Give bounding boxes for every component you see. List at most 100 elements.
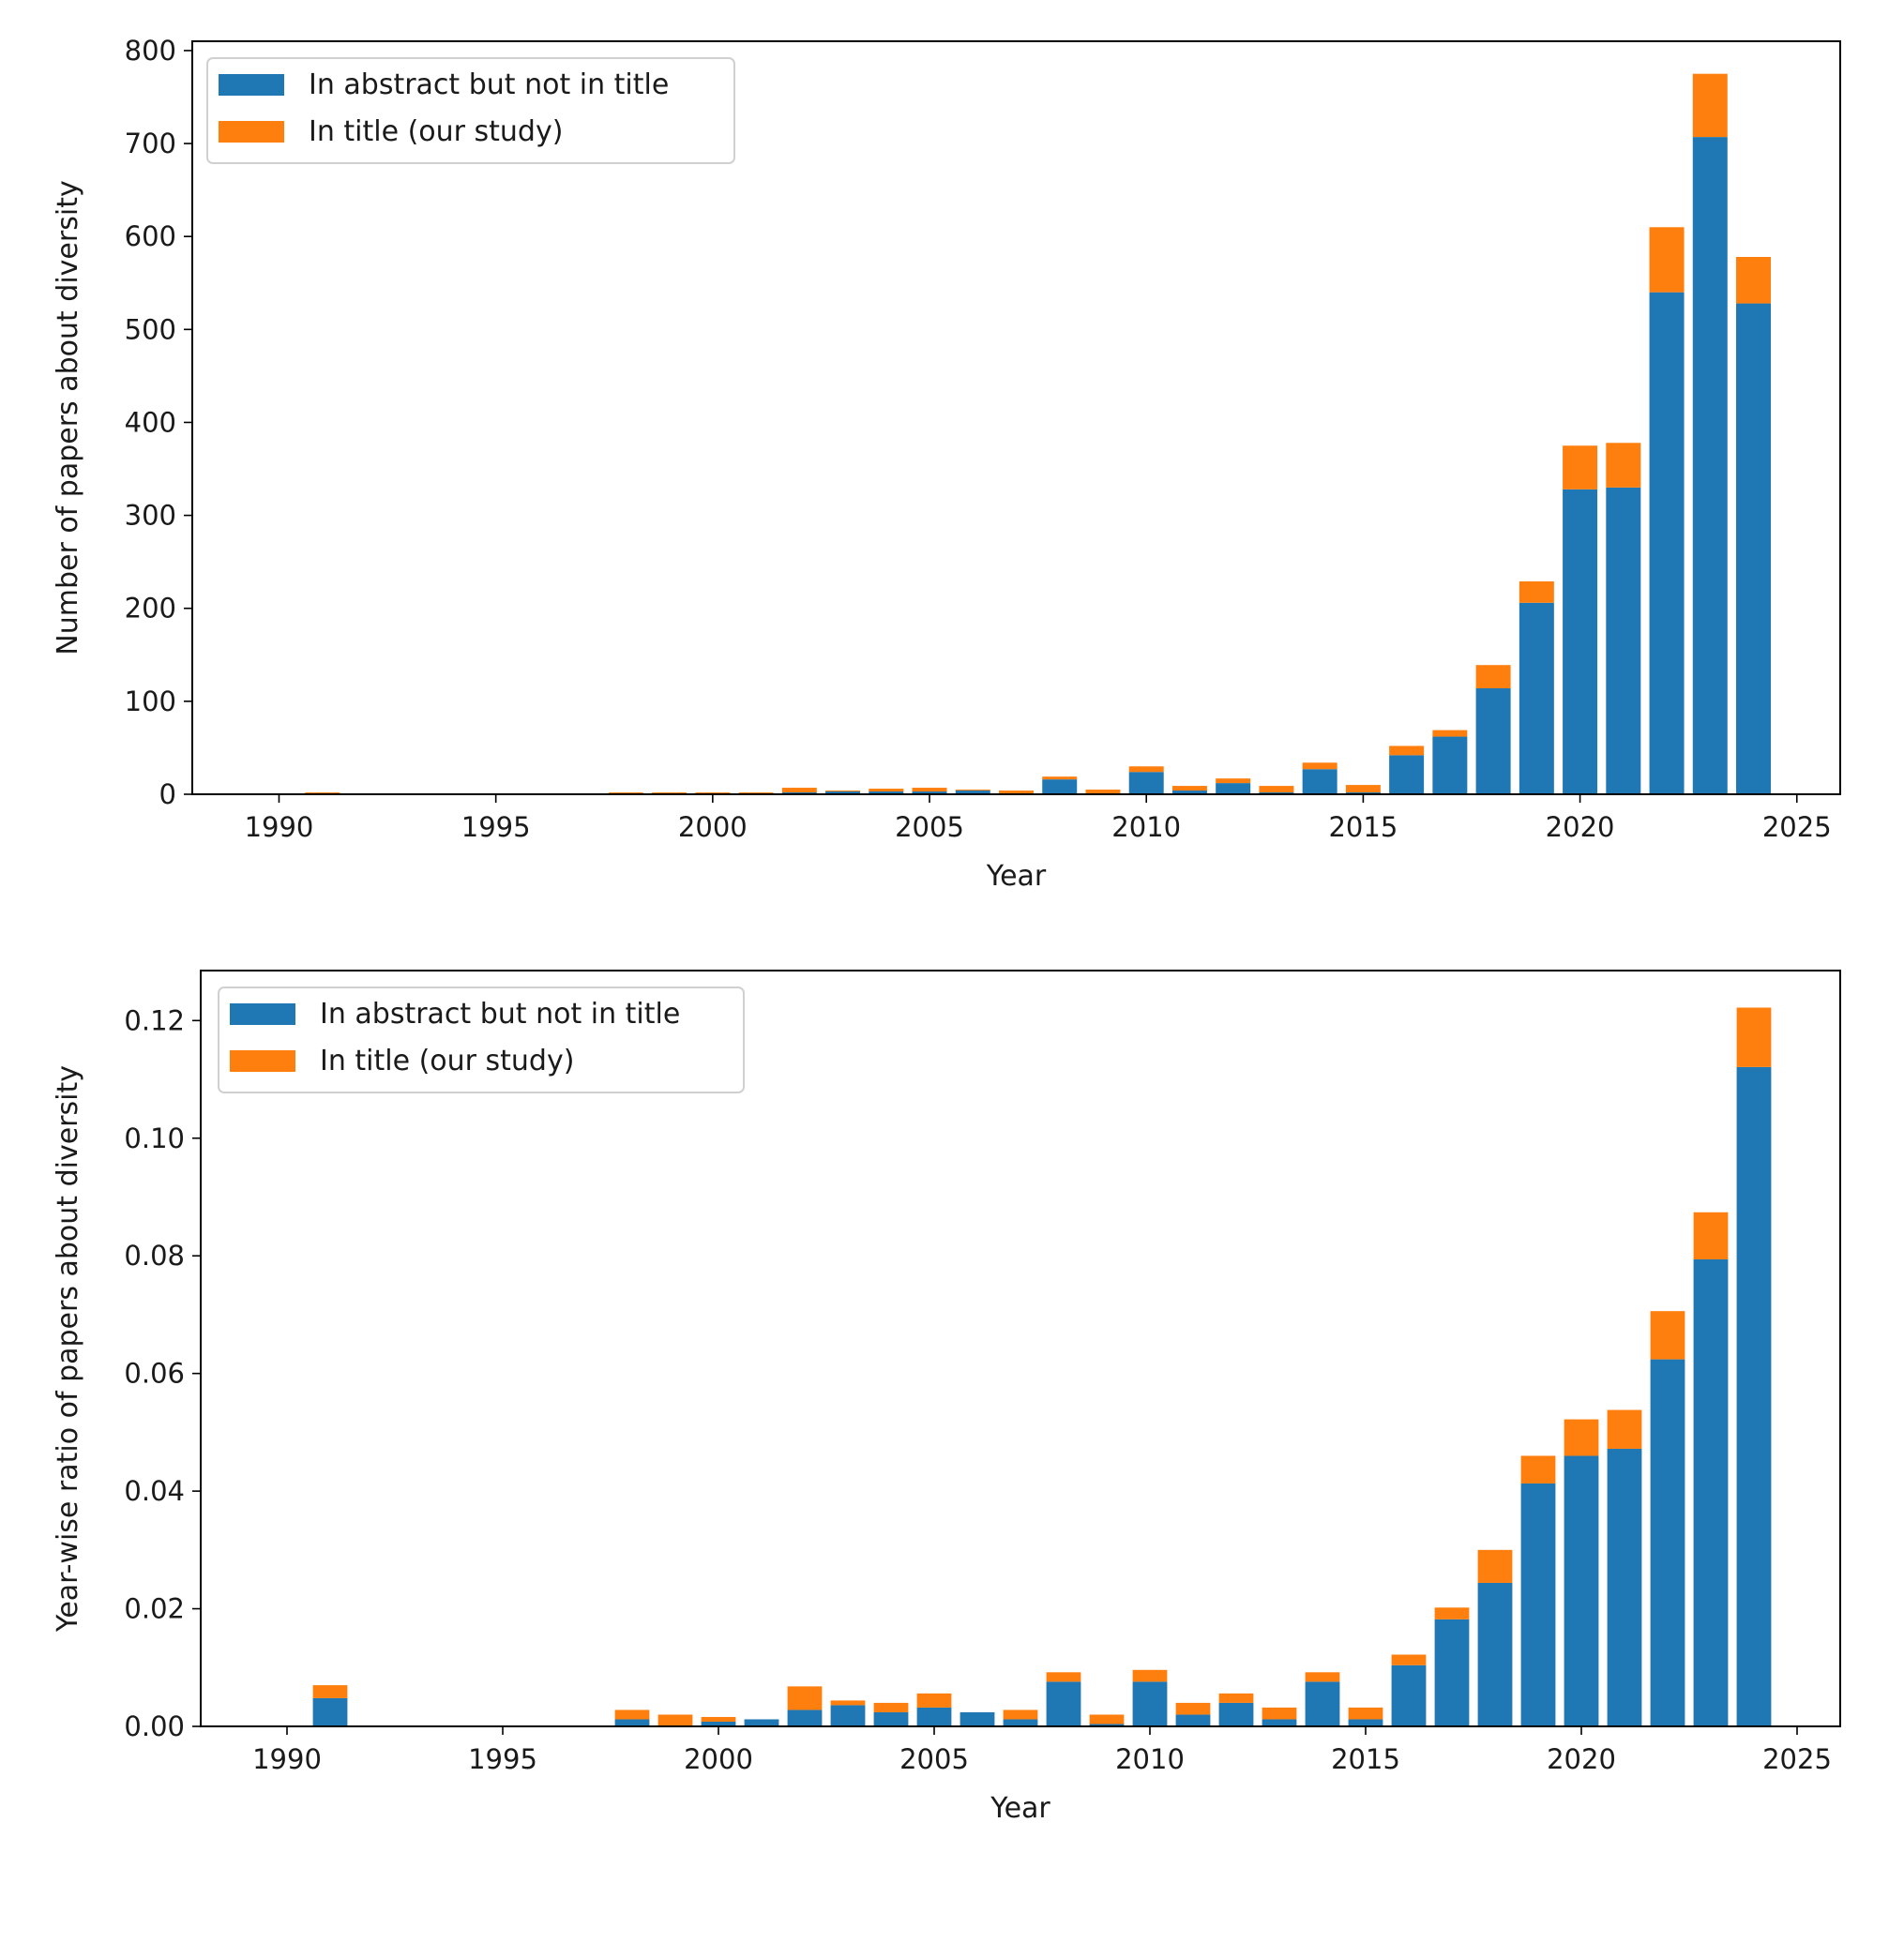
bar-abstract-2014: [1305, 1681, 1340, 1726]
y-tick-label-0: 0.00: [124, 1710, 185, 1742]
y-tick-label-8: 800: [125, 35, 176, 67]
x-tick-label-2015: 2015: [1328, 811, 1398, 843]
x-tick-label-1990: 1990: [245, 811, 314, 843]
bar-title-2010: [1132, 1669, 1168, 1682]
legend-swatch-abstract: [219, 74, 284, 96]
bar-abstract-2010: [1132, 1681, 1168, 1726]
legend-label-abstract: In abstract but not in title: [320, 998, 680, 1031]
x-tick-label-2000: 2000: [678, 811, 748, 843]
x-axis-label: Year: [990, 1792, 1050, 1825]
bar-title-2006: [955, 790, 990, 791]
x-tick-label-1990: 1990: [252, 1743, 322, 1775]
y-tick-label-1: 100: [125, 685, 176, 717]
bar-title-2014: [1305, 1672, 1340, 1682]
y-tick-label-2: 0.04: [124, 1475, 185, 1507]
legend-box: [218, 987, 745, 1093]
legend: In abstract but not in title In title (ou…: [218, 987, 745, 1093]
bar-title-2020: [1563, 445, 1598, 490]
bar-title-1991: [305, 792, 340, 794]
legend-label-title: In title (our study): [309, 115, 563, 148]
bar-title-2024: [1736, 1007, 1772, 1067]
bar-title-2008: [1042, 776, 1078, 780]
bar-abstract-2022: [1650, 1359, 1685, 1726]
bar-title-2002: [781, 788, 817, 793]
x-tick-label-2005: 2005: [899, 1743, 969, 1775]
bar-title-2007: [999, 791, 1034, 793]
bar-title-2021: [1607, 1409, 1642, 1449]
bar-title-2009: [1085, 790, 1121, 794]
bar-title-2004: [869, 789, 904, 792]
bar-abstract-2023: [1692, 137, 1728, 795]
bar-abstract-2016: [1391, 1664, 1427, 1726]
y-tick-label-7: 700: [125, 128, 176, 159]
bar-abstract-2023: [1693, 1258, 1729, 1726]
y-tick-label-1: 0.02: [124, 1593, 185, 1625]
bar-title-2005: [916, 1693, 952, 1708]
bar-abstract-2004: [869, 791, 904, 794]
legend-label-title: In title (our study): [320, 1045, 574, 1077]
bar-abstract-2019: [1519, 602, 1554, 794]
bar-abstract-2006: [955, 791, 990, 794]
bar-abstract-2022: [1649, 292, 1685, 794]
bar-abstract-2017: [1434, 1619, 1470, 1726]
legend-swatch-abstract: [230, 1003, 295, 1025]
bar-title-2021: [1606, 443, 1641, 488]
axes-frame: [200, 970, 1841, 1727]
bar-abstract-2006: [960, 1711, 995, 1726]
bar-abstract-2020: [1563, 489, 1598, 794]
bar-title-2005: [912, 788, 947, 792]
bar-title-2004: [873, 1702, 909, 1712]
y-tick-label-4: 400: [125, 406, 176, 438]
bar-abstract-2024: [1736, 303, 1772, 794]
bar-title-2022: [1649, 227, 1685, 293]
bar-abstract-2017: [1432, 736, 1468, 794]
bar-title-1999: [657, 1714, 693, 1726]
bar-title-1991: [312, 1685, 348, 1698]
axes-frame: [191, 40, 1841, 795]
y-tick-label-5: 500: [125, 313, 176, 345]
legend: In abstract but not in title In title (ou…: [206, 57, 735, 164]
bar-abstract-2021: [1606, 487, 1641, 794]
bar-title-2015: [1345, 785, 1381, 793]
bar-abstract-2010: [1128, 772, 1164, 794]
bar-abstract-2008: [1042, 779, 1078, 794]
legend-swatch-title: [219, 121, 284, 143]
bar-title-2012: [1218, 1693, 1254, 1703]
bar-title-2013: [1262, 1707, 1297, 1720]
bar-abstract-2019: [1520, 1483, 1556, 1726]
bar-abstract-2005: [912, 791, 947, 794]
bar-abstract-2014: [1302, 769, 1337, 794]
bar-title-2010: [1128, 766, 1164, 773]
bar-abstract-2015: [1348, 1719, 1383, 1726]
bar-title-2003: [830, 1700, 866, 1706]
bar-abstract-2007: [1003, 1719, 1038, 1726]
y-tick-label-6: 0.12: [124, 1004, 185, 1036]
bar-title-2018: [1475, 665, 1511, 688]
bar-title-2018: [1477, 1549, 1513, 1583]
bar-abstract-2013: [1262, 1719, 1297, 1726]
bar-title-2012: [1216, 778, 1251, 784]
bar-title-2017: [1432, 730, 1468, 737]
bar-abstract-2021: [1607, 1448, 1642, 1726]
y-tick-label-0: 0: [159, 778, 176, 810]
bar-title-2007: [1003, 1709, 1038, 1720]
bar-abstract-2012: [1216, 783, 1251, 794]
x-tick-label-2000: 2000: [684, 1743, 753, 1775]
bar-abstract-2020: [1564, 1455, 1599, 1726]
bar-abstract-2018: [1477, 1582, 1513, 1726]
legend-label-abstract: In abstract but not in title: [309, 68, 669, 101]
bar-title-2013: [1259, 786, 1294, 793]
x-tick-label-2005: 2005: [895, 811, 964, 843]
bar-title-2011: [1175, 1702, 1211, 1715]
bar-title-2009: [1089, 1714, 1125, 1725]
bar-title-2019: [1520, 1455, 1556, 1484]
x-tick-label-1995: 1995: [468, 1743, 537, 1775]
y-axis-label: Number of papers about diversity: [52, 180, 84, 655]
bar-title-2014: [1302, 762, 1337, 770]
bar-title-2020: [1564, 1419, 1599, 1456]
bar-title-1998: [608, 792, 643, 794]
y-tick-label-3: 300: [125, 500, 176, 532]
bar-title-2023: [1692, 73, 1728, 138]
x-tick-label-2025: 2025: [1762, 811, 1832, 843]
